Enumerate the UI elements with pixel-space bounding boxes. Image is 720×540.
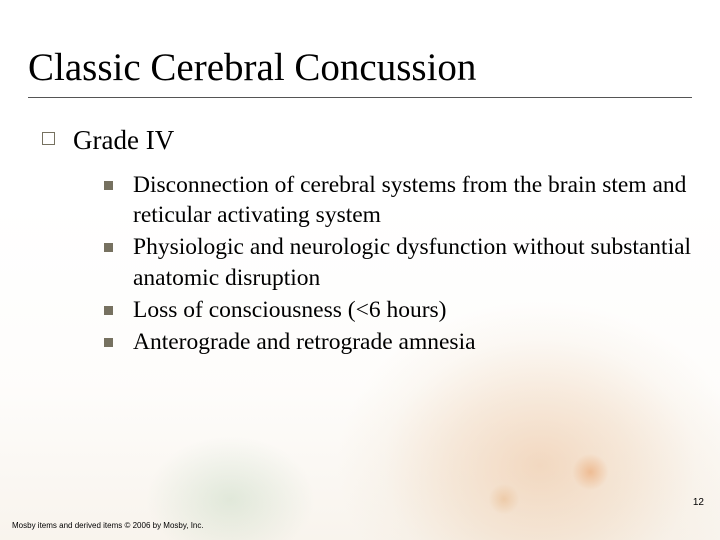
filled-square-bullet-icon: [104, 338, 113, 347]
level2-text: Disconnection of cerebral systems from t…: [133, 170, 692, 230]
slide-container: Classic Cerebral Concussion Grade IV Dis…: [0, 0, 720, 540]
bullet-level2: Physiologic and neurologic dysfunction w…: [104, 232, 692, 292]
level1-text: Grade IV: [73, 124, 174, 156]
slide-title: Classic Cerebral Concussion: [28, 48, 692, 95]
filled-square-bullet-icon: [104, 243, 113, 252]
level2-text: Physiologic and neurologic dysfunction w…: [133, 232, 692, 292]
sub-bullet-list: Disconnection of cerebral systems from t…: [104, 170, 692, 356]
filled-square-bullet-icon: [104, 181, 113, 190]
level2-text: Loss of consciousness (<6 hours): [133, 295, 447, 325]
filled-square-bullet-icon: [104, 306, 113, 315]
open-square-bullet-icon: [42, 132, 55, 145]
title-underline: [28, 97, 692, 98]
bullet-level2: Loss of consciousness (<6 hours): [104, 295, 692, 325]
page-number: 12: [693, 497, 704, 508]
level2-text: Anterograde and retrograde amnesia: [133, 327, 476, 357]
bullet-level1: Grade IV: [42, 124, 692, 156]
copyright-text: Mosby items and derived items © 2006 by …: [12, 521, 204, 530]
bullet-level2: Anterograde and retrograde amnesia: [104, 327, 692, 357]
bullet-level2: Disconnection of cerebral systems from t…: [104, 170, 692, 230]
